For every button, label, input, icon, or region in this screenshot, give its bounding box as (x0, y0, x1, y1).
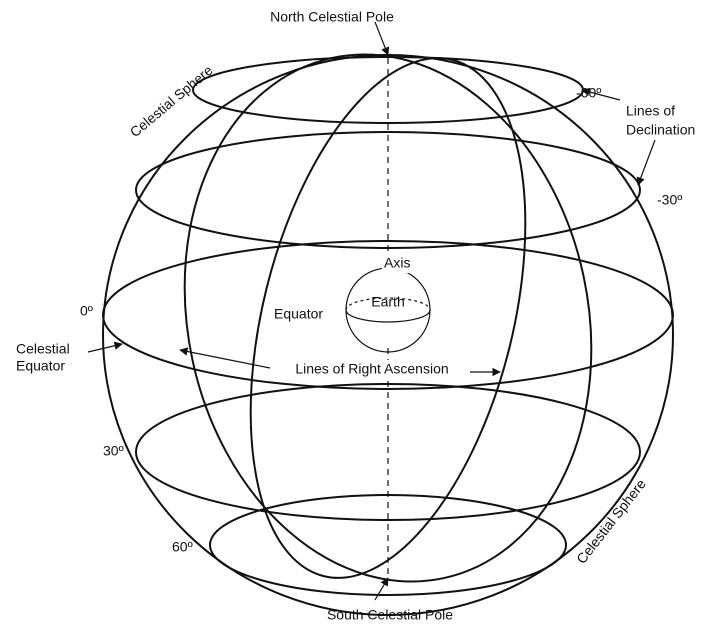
earth-equator (345, 309, 431, 323)
sphere-drawing (87, 21, 674, 616)
label: 30º (103, 443, 124, 459)
right-ascension-line (183, 53, 593, 583)
arrow (179, 347, 271, 369)
label: Lines of Right Ascension (295, 361, 448, 377)
arrow (87, 341, 123, 353)
label: Lines of (626, 103, 675, 119)
label-background (270, 360, 470, 380)
declination-line (102, 240, 674, 390)
label: -60º (576, 85, 601, 101)
label: 60º (172, 539, 193, 555)
earth (345, 267, 431, 353)
right-ascension-line (249, 57, 527, 579)
label: Equator (16, 358, 65, 374)
label: Celestial (16, 341, 70, 357)
arrow (636, 139, 656, 186)
label: Celestial Sphere (573, 476, 649, 567)
label: South Celestial Pole (327, 607, 453, 623)
label: Earth (371, 294, 404, 310)
arrow (374, 577, 389, 601)
arrow (581, 87, 621, 101)
label: Declination (626, 122, 695, 138)
label: North Celestial Pole (270, 9, 394, 25)
label: 0º (80, 303, 93, 319)
label: Axis (384, 255, 410, 271)
earth-equator (345, 297, 431, 311)
label-background (382, 255, 422, 273)
label: -30º (657, 192, 682, 208)
label: Equator (274, 306, 323, 322)
arrow (374, 21, 390, 56)
